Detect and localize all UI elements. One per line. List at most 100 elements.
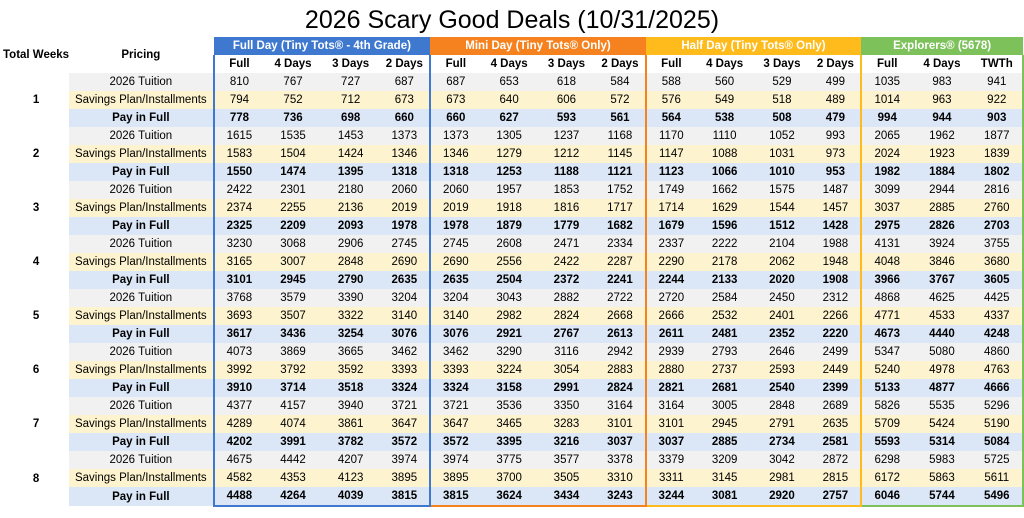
price-cell: 963 (912, 91, 972, 109)
price-cell: 5593 (860, 433, 913, 451)
price-cell: 2945 (264, 271, 322, 289)
price-cell: 3140 (379, 307, 432, 325)
price-cell: 1346 (429, 145, 481, 163)
price-cell: 941 (971, 73, 1024, 91)
price-cell: 2722 (595, 289, 647, 307)
price-cell: 2499 (810, 343, 863, 361)
price-cell: 2532 (695, 307, 754, 325)
price-cell: 2690 (379, 253, 432, 271)
price-cell: 3974 (429, 451, 481, 469)
price-cell: 3436 (264, 325, 322, 343)
price-cell: 4868 (860, 289, 913, 307)
table-row: Savings Plan/Installments 3165 3007 2848 269… (3, 253, 1024, 271)
price-cell: 3379 (644, 451, 696, 469)
pricing-label: Savings Plan/Installments (69, 145, 214, 163)
price-cell: 1212 (537, 145, 596, 163)
price-cell: 3693 (212, 307, 265, 325)
price-cell: 4860 (971, 343, 1024, 361)
price-cell: 5240 (860, 361, 913, 379)
price-cell: 1877 (971, 127, 1024, 145)
price-cell: 3815 (429, 487, 481, 507)
price-cell: 2337 (644, 235, 696, 253)
price-cell: 3204 (429, 289, 481, 307)
price-cell: 3714 (264, 379, 322, 397)
price-cell: 3043 (480, 289, 538, 307)
price-cell: 727 (321, 73, 380, 91)
table-row: Pay in Full 3101 2945 2790 2635 2635 2504 2372 2… (3, 271, 1024, 289)
price-cell: 953 (810, 163, 863, 181)
price-cell: 1779 (537, 217, 596, 235)
price-cell: 903 (971, 109, 1024, 127)
price-cell: 2681 (695, 379, 754, 397)
price-cell: 5725 (971, 451, 1024, 469)
pricing-label: 2026 Tuition (69, 181, 214, 199)
price-cell: 1879 (480, 217, 538, 235)
price-cell: 1373 (429, 127, 481, 145)
price-cell: 4978 (912, 361, 972, 379)
price-cell: 1474 (264, 163, 322, 181)
price-cell: 3230 (212, 235, 265, 253)
total-weeks-header: Total Weeks (3, 49, 70, 61)
price-cell: 4289 (212, 415, 265, 433)
price-cell: 5314 (912, 433, 972, 451)
week-number: 5 (32, 310, 40, 322)
price-cell: 4582 (212, 469, 265, 487)
price-cell: 1629 (695, 199, 754, 217)
price-cell: 1035 (860, 73, 913, 91)
price-cell: 3324 (429, 379, 481, 397)
price-cell: 3042 (753, 451, 811, 469)
price-cell: 2635 (810, 415, 863, 433)
price-cell: 2422 (537, 253, 596, 271)
price-cell: 4488 (212, 487, 265, 507)
price-cell: 3846 (912, 253, 972, 271)
table-row: Pay in Full 778 736 698 660 660 627 593 561 564 53… (3, 109, 1024, 127)
price-cell: 3164 (595, 397, 647, 415)
price-cell: 3099 (860, 181, 913, 199)
price-cell: 4123 (321, 469, 380, 487)
price-cell: 3350 (537, 397, 596, 415)
price-cell: 2793 (695, 343, 754, 361)
price-cell: 2093 (321, 217, 380, 235)
price-cell: 6172 (860, 469, 913, 487)
price-cell: 3815 (379, 487, 432, 507)
price-cell: 3116 (537, 343, 596, 361)
price-cell: 2848 (321, 253, 380, 271)
price-cell: 5611 (971, 469, 1024, 487)
price-cell: 673 (379, 91, 432, 109)
price-cell: 3617 (212, 325, 265, 343)
price-cell: 2745 (429, 235, 481, 253)
price-cell: 653 (480, 73, 538, 91)
table-row: Pay in Full 2325 2209 2093 1978 1978 1879 1779 1… (3, 217, 1024, 235)
price-cell: 518 (753, 91, 811, 109)
price-cell: 944 (912, 109, 972, 127)
table-row: Savings Plan/Installments 4289 4074 3861 364… (3, 415, 1024, 433)
price-cell: 2471 (537, 235, 596, 253)
week-number: 2 (32, 148, 40, 160)
price-cell: 640 (480, 91, 538, 109)
price-cell: 3158 (480, 379, 538, 397)
price-cell: 2920 (753, 487, 811, 507)
price-cell: 4264 (264, 487, 322, 507)
price-cell: 3054 (537, 361, 596, 379)
price-cell: 3290 (480, 343, 538, 361)
price-cell: 1457 (810, 199, 863, 217)
price-cell: 1978 (429, 217, 481, 235)
price-cell: 4440 (912, 325, 972, 343)
pricing-label: Pay in Full (69, 217, 214, 235)
price-cell: 2481 (695, 325, 754, 343)
price-cell: 2611 (644, 325, 696, 343)
price-cell: 3940 (321, 397, 380, 415)
price-cell: 2939 (644, 343, 696, 361)
price-cell: 3721 (429, 397, 481, 415)
price-cell: 3755 (971, 235, 1024, 253)
price-cell: 3910 (212, 379, 265, 397)
price-cell: 778 (212, 109, 265, 127)
table-row: 7 2026 Tuition 4377 4157 3940 3721 3721 3536 335… (3, 397, 1024, 430)
price-cell: 1110 (695, 127, 754, 145)
table-row: Savings Plan/Installments 2374 2255 2136 201… (3, 199, 1024, 217)
price-cell: 2790 (321, 271, 380, 289)
pricing-label: Pay in Full (69, 379, 214, 397)
column-header-mini: 4 Days (490, 58, 528, 70)
price-cell: 2646 (753, 343, 811, 361)
price-cell: 3005 (695, 397, 754, 415)
